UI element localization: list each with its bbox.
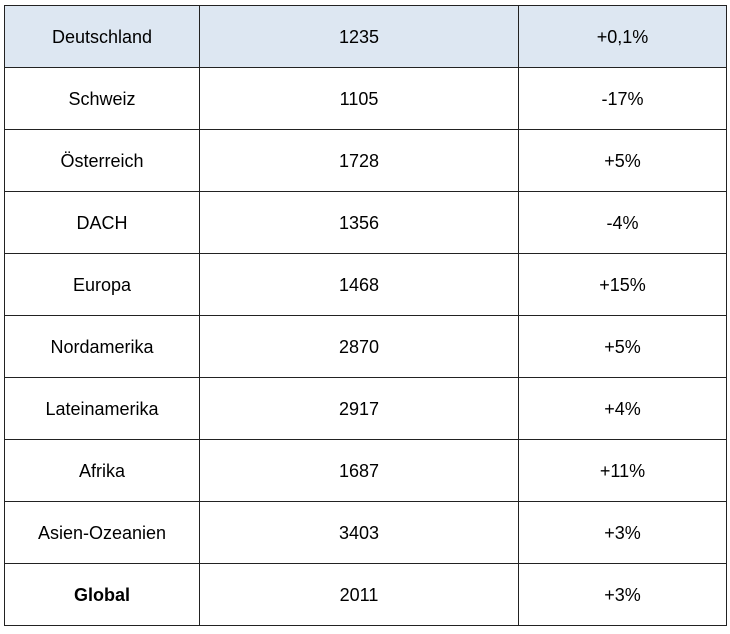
change-cell: +3%	[518, 501, 727, 564]
value-cell: 2917	[199, 377, 519, 440]
change-cell: +4%	[518, 377, 727, 440]
value-cell: 1468	[199, 253, 519, 316]
value-cell: 1105	[199, 67, 519, 130]
change-cell: +11%	[518, 439, 727, 502]
value-cell: 2870	[199, 315, 519, 378]
value-cell: 1687	[199, 439, 519, 502]
table-row-global: Global 2011 +3%	[4, 563, 727, 626]
region-cell: Afrika	[4, 439, 200, 502]
value-cell: 2011	[199, 563, 519, 626]
change-cell: +5%	[518, 129, 727, 192]
region-cell: Nordamerika	[4, 315, 200, 378]
region-cell: Österreich	[4, 129, 200, 192]
value-cell: 3403	[199, 501, 519, 564]
region-cell: Europa	[4, 253, 200, 316]
table-row-oesterreich: Österreich 1728 +5%	[4, 129, 727, 192]
change-cell: -4%	[518, 191, 727, 254]
region-cell: Lateinamerika	[4, 377, 200, 440]
table-row-deutschland: Deutschland 1235 +0,1%	[4, 5, 727, 68]
change-cell: +5%	[518, 315, 727, 378]
table-row-schweiz: Schweiz 1105 -17%	[4, 67, 727, 130]
region-cell: Asien-Ozeanien	[4, 501, 200, 564]
region-cell: Global	[4, 563, 200, 626]
table-row-europa: Europa 1468 +15%	[4, 253, 727, 316]
table-row-lateinamerika: Lateinamerika 2917 +4%	[4, 377, 727, 440]
table-row-dach: DACH 1356 -4%	[4, 191, 727, 254]
value-cell: 1728	[199, 129, 519, 192]
region-cell: Schweiz	[4, 67, 200, 130]
table-row-afrika: Afrika 1687 +11%	[4, 439, 727, 502]
change-cell: +15%	[518, 253, 727, 316]
region-cell: Deutschland	[4, 5, 200, 68]
regional-data-table: Deutschland 1235 +0,1% Schweiz 1105 -17%…	[4, 5, 727, 626]
change-cell: +3%	[518, 563, 727, 626]
table-row-nordamerika: Nordamerika 2870 +5%	[4, 315, 727, 378]
table-row-asien-ozeanien: Asien-Ozeanien 3403 +3%	[4, 501, 727, 564]
change-cell: +0,1%	[518, 5, 727, 68]
change-cell: -17%	[518, 67, 727, 130]
value-cell: 1356	[199, 191, 519, 254]
region-cell: DACH	[4, 191, 200, 254]
value-cell: 1235	[199, 5, 519, 68]
